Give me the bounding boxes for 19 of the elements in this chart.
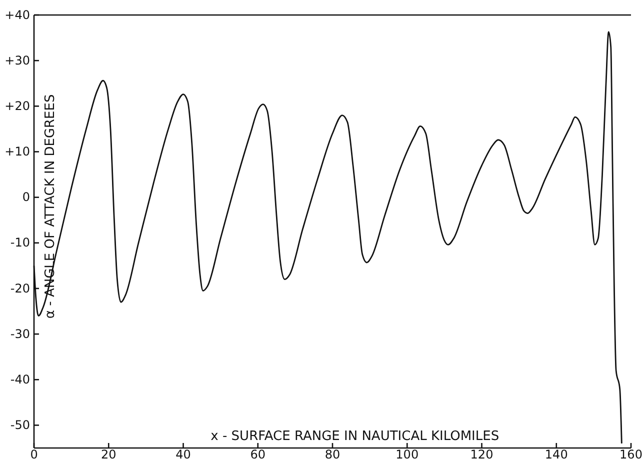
y-tick-label: +20 (4, 99, 30, 113)
y-tick-label: +10 (4, 144, 30, 159)
y-tick-label: -30 (10, 326, 30, 341)
y-tick-label: 0 (22, 190, 30, 204)
y-tick-label: -10 (10, 236, 30, 250)
x-tick-label: 100 (396, 448, 419, 462)
x-tick-label: 160 (620, 448, 642, 462)
x-tick-label: 40 (176, 448, 191, 462)
y-tick-label: +40 (4, 8, 30, 22)
x-tick-label: 140 (544, 448, 568, 462)
y-tick-label: +30 (4, 53, 30, 68)
y-tick-label: -20 (10, 281, 30, 296)
y-tick-label: -40 (10, 372, 30, 386)
x-tick-label: 120 (470, 448, 494, 462)
x-tick-label: 60 (250, 448, 266, 462)
y-tick-label: -50 (10, 418, 30, 432)
x-tick-label: 20 (100, 448, 116, 462)
x-tick-label: 80 (324, 448, 340, 462)
x-axis-title: x - SURFACE RANGE IN NAUTICAL KILOMILES (210, 429, 500, 444)
